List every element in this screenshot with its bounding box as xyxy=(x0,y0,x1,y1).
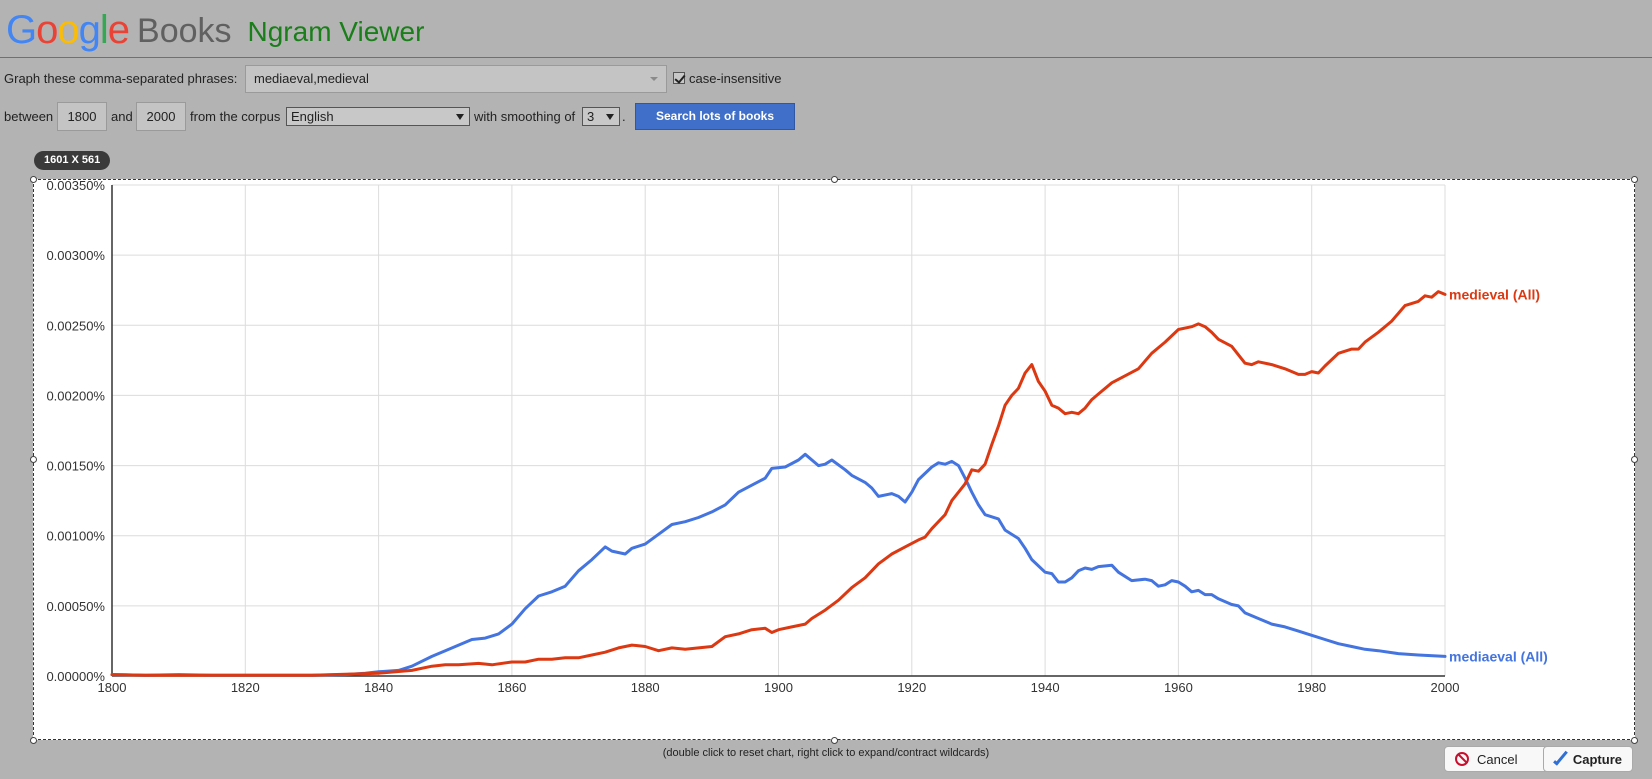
resize-handle-bottom-right[interactable] xyxy=(1631,737,1638,744)
resize-handle-top-right[interactable] xyxy=(1631,176,1638,183)
capture-selection-frame[interactable] xyxy=(33,179,1635,740)
y-tick-label: 0.00350% xyxy=(46,179,105,193)
resize-handle-bottom-left[interactable] xyxy=(30,737,37,744)
phrases-label: Graph these comma-separated phrases: xyxy=(4,71,238,86)
resize-handle-right[interactable] xyxy=(1631,456,1638,463)
logo-letter: G xyxy=(6,8,37,52)
capture-label: Capture xyxy=(1572,751,1622,767)
header-divider xyxy=(0,57,1652,58)
books-wordmark: Books xyxy=(137,12,232,50)
y-tick-label: 0.00000% xyxy=(46,669,105,684)
google-wordmark: Google xyxy=(6,8,130,52)
x-tick-label: 1820 xyxy=(231,680,260,695)
resize-handle-top[interactable] xyxy=(831,176,838,183)
logo-letter: e xyxy=(107,8,130,52)
check-icon xyxy=(1553,748,1568,766)
google-books-logo[interactable]: Google Books Ngram Viewer xyxy=(6,8,424,52)
chart-hint: (double click to reset chart, right clic… xyxy=(662,747,990,759)
phrases-dropdown-arrow-icon[interactable] xyxy=(650,77,658,81)
year-start-input[interactable]: 1800 xyxy=(57,102,107,131)
corpus-select[interactable]: English xyxy=(286,107,470,126)
x-tick-label: 1960 xyxy=(1164,680,1193,695)
corpus-label: from the corpus xyxy=(190,109,281,124)
between-label: between xyxy=(4,109,54,124)
checkmark-icon xyxy=(674,72,686,84)
resize-handle-bottom[interactable] xyxy=(831,737,838,744)
cancel-label: Cancel xyxy=(1477,751,1518,767)
x-tick-label: 2000 xyxy=(1431,680,1460,695)
resize-handle-left[interactable] xyxy=(30,456,37,463)
resize-handle-top-left[interactable] xyxy=(30,176,37,183)
year-end-input[interactable]: 2000 xyxy=(136,102,186,131)
logo-letter: o xyxy=(36,8,58,52)
series-line xyxy=(110,290,1447,677)
case-insensitive-label: case-insensitive xyxy=(689,71,782,86)
series-line xyxy=(110,452,1447,677)
y-tick-label: 0.00200% xyxy=(46,388,105,403)
x-tick-label: 1920 xyxy=(897,680,926,695)
case-insensitive-checkbox[interactable] xyxy=(673,72,686,84)
and-label: and xyxy=(111,109,133,124)
y-tick-label: 0.00250% xyxy=(46,318,105,333)
capture-button[interactable]: Capture xyxy=(1543,746,1633,772)
logo-letter: o xyxy=(57,8,79,52)
logo-letter: g xyxy=(78,8,101,52)
x-tick-label: 1940 xyxy=(1031,680,1060,695)
dropdown-arrow-icon xyxy=(606,114,614,120)
logo-letter: l xyxy=(99,8,109,52)
ngram-viewer-title: Ngram Viewer xyxy=(247,16,425,47)
x-tick-label: 1860 xyxy=(497,680,526,695)
dropdown-arrow-icon xyxy=(456,114,464,120)
x-tick-label: 1800 xyxy=(98,680,127,695)
smoothing-select[interactable]: 3 xyxy=(582,107,620,126)
capture-dimensions-badge: 1601 X 561 xyxy=(34,151,111,170)
phrases-input-value: mediaeval,medieval xyxy=(254,71,369,86)
corpus-select-value: English xyxy=(291,109,334,124)
smoothing-label: with smoothing of xyxy=(474,109,576,124)
y-tick-label: 0.00050% xyxy=(46,599,105,614)
y-tick-label: 0.00150% xyxy=(46,459,105,474)
series-label: mediaeval (All) xyxy=(1449,648,1548,664)
phrases-input[interactable]: mediaeval,medieval xyxy=(245,65,667,93)
search-button[interactable]: Search lots of books xyxy=(635,103,795,130)
x-tick-label: 1980 xyxy=(1297,680,1326,695)
ngram-chart[interactable]: 0.00000% 0.00050% 0.00100% 0.00150% 0.00200%… xyxy=(33,179,1635,740)
y-tick-label: 0.00300% xyxy=(46,248,105,263)
smoothing-select-value: 3 xyxy=(587,109,595,124)
cancel-button[interactable]: Cancel xyxy=(1444,746,1554,772)
x-tick-label: 1840 xyxy=(364,680,393,695)
x-tick-label: 1880 xyxy=(631,680,660,695)
x-tick-label: 1900 xyxy=(764,680,793,695)
y-tick-label: 0.00100% xyxy=(46,529,105,544)
cancel-icon xyxy=(1455,752,1469,766)
series-label: medieval (All) xyxy=(1449,286,1540,302)
period: . xyxy=(622,109,626,124)
